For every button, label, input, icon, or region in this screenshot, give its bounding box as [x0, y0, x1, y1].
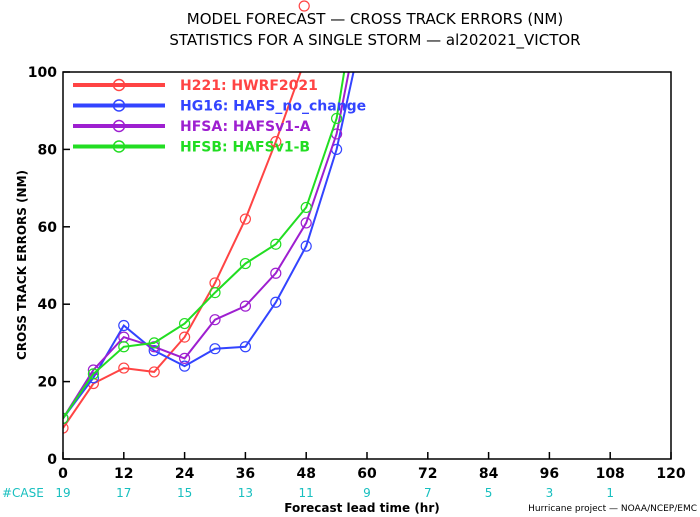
case-count: 3 — [546, 486, 554, 500]
data-point-offscale — [298, 0, 310, 12]
legend-label: HFSA: HAFSv1-A — [180, 119, 311, 135]
data-point — [118, 362, 130, 374]
case-count: 1 — [606, 486, 614, 500]
data-point — [209, 286, 221, 299]
data-point — [118, 319, 130, 332]
y-axis-label: CROSS TRACK ERRORS (NM) — [15, 170, 29, 360]
y-tick-label: 20 — [38, 375, 58, 391]
y-tick-label: 0 — [47, 452, 57, 468]
series-line — [63, 72, 346, 419]
x-tick-label: 96 — [540, 466, 559, 482]
credit-text: Hurricane project — NOAA/NCEP/EMC — [528, 504, 697, 514]
legend-label: H221: HWRF2021 — [180, 78, 318, 94]
x-tick-label: 48 — [296, 466, 315, 482]
data-point — [270, 296, 282, 308]
series-layer — [63, 0, 355, 434]
x-tick-label: 36 — [236, 466, 255, 482]
data-point — [209, 314, 221, 326]
data-point — [179, 360, 191, 372]
data-point — [179, 352, 191, 364]
data-point — [148, 337, 160, 349]
data-point — [300, 217, 312, 229]
data-point — [87, 368, 100, 380]
data-point — [239, 300, 251, 312]
x-axis-label: Forecast lead time (hr) — [284, 501, 440, 515]
axis-ticks: 0 12 24 36 48 60 72 84 96 108 120 0 20 40 60 80 100 — [28, 65, 686, 482]
data-point — [239, 341, 251, 353]
y-tick-label: 60 — [38, 220, 58, 236]
case-count: 11 — [299, 486, 314, 500]
data-point — [239, 213, 251, 225]
series-line — [63, 72, 355, 419]
case-counts: #CASE 19 17 15 13 11 9 7 5 3 1 — [2, 486, 614, 500]
data-point — [179, 317, 191, 330]
data-point — [63, 422, 69, 434]
x-tick-label: 12 — [114, 466, 133, 482]
chart-subtitle: STATISTICS FOR A SINGLE STORM — al202021… — [169, 31, 580, 50]
legend-label: HFSB: HAFSv1-B — [180, 140, 310, 156]
case-count: 7 — [424, 486, 432, 500]
y-tick-label: 40 — [38, 297, 58, 313]
legend-marker — [112, 119, 126, 133]
data-point — [270, 136, 282, 148]
legend-marker — [112, 140, 126, 153]
legend: H221: HWRF2021 HG16: HAFS_no_change HFSA: … — [73, 78, 366, 156]
data-point — [209, 343, 221, 355]
data-point — [300, 240, 312, 252]
x-tick-label: 60 — [357, 466, 377, 482]
case-count: 9 — [363, 486, 371, 500]
data-point — [63, 412, 69, 424]
legend-label: HG16: HAFS_no_change — [180, 99, 366, 115]
y-tick-label: 80 — [38, 142, 58, 158]
case-count: 17 — [116, 486, 131, 500]
x-tick-label: 24 — [175, 466, 195, 482]
series-4 — [63, 72, 346, 424]
x-tick-label: 84 — [479, 466, 499, 482]
data-point — [118, 341, 130, 353]
plot-frame — [62, 71, 672, 460]
case-count: 15 — [177, 486, 192, 500]
legend-marker — [112, 99, 126, 112]
data-point — [239, 257, 251, 270]
series-line — [63, 72, 302, 429]
case-count: 5 — [485, 486, 493, 500]
y-tick-label: 100 — [28, 65, 57, 81]
data-point — [148, 366, 160, 378]
data-point — [270, 267, 282, 279]
x-tick-label: 108 — [596, 466, 625, 482]
data-point — [148, 345, 160, 357]
x-tick-label: 0 — [58, 466, 68, 482]
chart-title: MODEL FORECAST — CROSS TRACK ERRORS (NM) — [187, 10, 563, 28]
x-tick-label: 120 — [656, 466, 685, 482]
case-label: #CASE — [2, 486, 44, 500]
case-count: 13 — [238, 486, 253, 500]
series-line — [63, 72, 350, 419]
legend-marker — [112, 78, 126, 92]
data-point — [270, 238, 282, 250]
data-point — [331, 112, 343, 125]
case-count: 19 — [55, 486, 70, 500]
data-point — [179, 331, 191, 343]
x-tick-label: 72 — [418, 466, 437, 482]
data-point — [300, 201, 312, 214]
